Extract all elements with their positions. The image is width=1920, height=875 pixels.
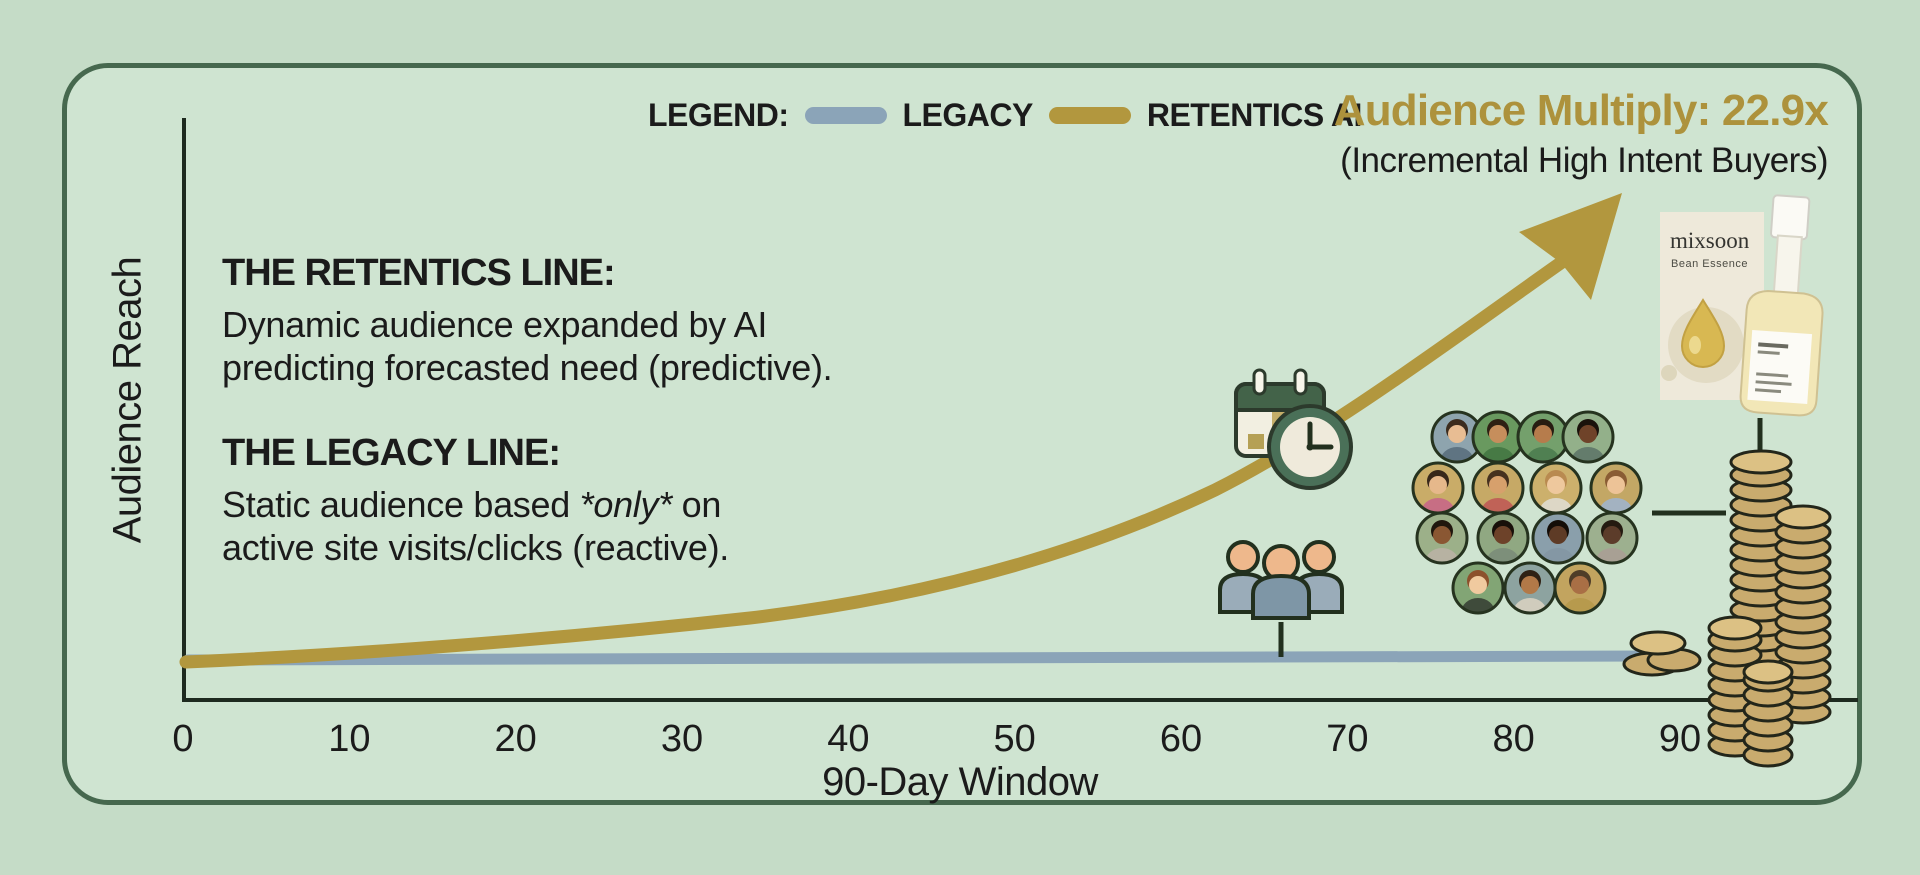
x-tick-label: 70 — [1326, 718, 1369, 760]
small-drop — [1661, 365, 1677, 381]
retentics-annotation: THE RETENTICS LINE: Dynamic audience exp… — [222, 252, 833, 389]
coin — [1707, 615, 1763, 641]
coin-stacks-icon — [1622, 449, 1832, 768]
avatar — [1553, 561, 1607, 615]
coin — [1774, 504, 1832, 530]
bottle-label-line — [1758, 342, 1789, 349]
bottle-neck — [1772, 234, 1803, 299]
connector-lines — [1278, 418, 1763, 657]
bottle-label-line — [1755, 380, 1792, 386]
coin — [1729, 449, 1793, 475]
calendar-ring — [1252, 368, 1267, 396]
avatar — [1471, 410, 1525, 464]
legacy-annotation-line: active site visits/clicks (reactive). — [222, 527, 729, 568]
droplet-highlight — [1689, 336, 1701, 354]
legacy-annotation: THE LEGACY LINE: Static audience based *… — [222, 432, 729, 569]
x-tick-label: 40 — [827, 718, 870, 760]
legend-label: LEGEND: — [648, 97, 789, 133]
x-tick-label: 80 — [1492, 718, 1535, 760]
avatar — [1561, 410, 1615, 464]
person-body — [1251, 573, 1311, 620]
small-audience-icon — [1218, 540, 1344, 620]
retentics-annotation-line: Dynamic audience expanded by AI — [222, 304, 768, 345]
chart-legend: LEGEND: LEGACY RETENTICS AI — [648, 97, 1362, 134]
bottle-label — [1747, 329, 1813, 404]
avatar — [1516, 410, 1570, 464]
legend-item-legacy: LEGACY — [902, 97, 1034, 133]
avatar — [1585, 511, 1639, 565]
legacy-text-emphasis: *only* — [579, 484, 673, 525]
coin — [1629, 630, 1687, 656]
calendar-day — [1248, 434, 1264, 449]
avatar — [1529, 461, 1583, 515]
person-head — [1226, 540, 1260, 574]
x-tick-label: 90 — [1658, 718, 1702, 760]
calendar-ring — [1293, 368, 1308, 396]
headline: Audience Multiply: 22.9x (Incremental Hi… — [1333, 86, 1829, 181]
person-head — [1302, 540, 1336, 574]
coin — [1742, 659, 1794, 685]
x-axis-label: 90-Day Window — [822, 760, 1098, 804]
headline-subtitle: (Incremental High Intent Buyers) — [1340, 141, 1828, 180]
x-tick-label: 0 — [172, 718, 194, 760]
growth-arrowhead-icon — [1519, 193, 1622, 300]
legacy-text-part: Static audience based — [222, 484, 580, 525]
avatar — [1411, 461, 1465, 515]
x-tick-label: 60 — [1159, 718, 1203, 760]
product-name-text: Bean Essence — [1671, 258, 1748, 270]
product-brand-text: mixsoon — [1670, 228, 1750, 253]
retentics-annotation-heading: THE RETENTICS LINE: — [222, 252, 616, 294]
retentics-annotation-line: predicting forecasted need (predictive). — [222, 347, 833, 388]
bottle-pump-cap — [1770, 194, 1811, 241]
avatar — [1430, 410, 1484, 464]
headline-title: Audience Multiply: 22.9x — [1333, 86, 1829, 135]
legacy-line — [182, 650, 1654, 666]
legacy-annotation-line: Static audience based *only* on — [222, 483, 729, 526]
calendar-clock-icon — [1234, 368, 1353, 490]
product-card-image: mixsoon Bean Essence — [1660, 194, 1824, 417]
large-audience-icon — [1411, 410, 1643, 615]
avatar — [1415, 511, 1469, 565]
essence-bottle — [1739, 194, 1824, 417]
x-tick-label: 30 — [660, 718, 704, 760]
x-tick-label: 10 — [328, 718, 371, 760]
y-axis-label: Audience Reach — [105, 256, 150, 544]
legacy-text-part: on — [671, 484, 722, 525]
avatar — [1451, 561, 1505, 615]
legacy-annotation-heading: THE LEGACY LINE: — [222, 432, 561, 474]
avatar — [1503, 561, 1557, 615]
x-tick-label: 50 — [993, 718, 1036, 760]
bottle-label-line — [1754, 388, 1782, 394]
clock-center-dot — [1306, 443, 1314, 451]
retentics-line-swatch — [1048, 107, 1131, 124]
bottle-label-line — [1756, 372, 1789, 378]
x-tick-label: 20 — [494, 718, 537, 760]
avatar — [1476, 511, 1530, 565]
legacy-line-swatch — [804, 107, 887, 124]
legend-item-retentics: RETENTICS AI — [1146, 97, 1363, 133]
retentics-curve — [179, 255, 1569, 669]
avatar — [1531, 511, 1585, 565]
bottle-label-line — [1757, 350, 1780, 355]
